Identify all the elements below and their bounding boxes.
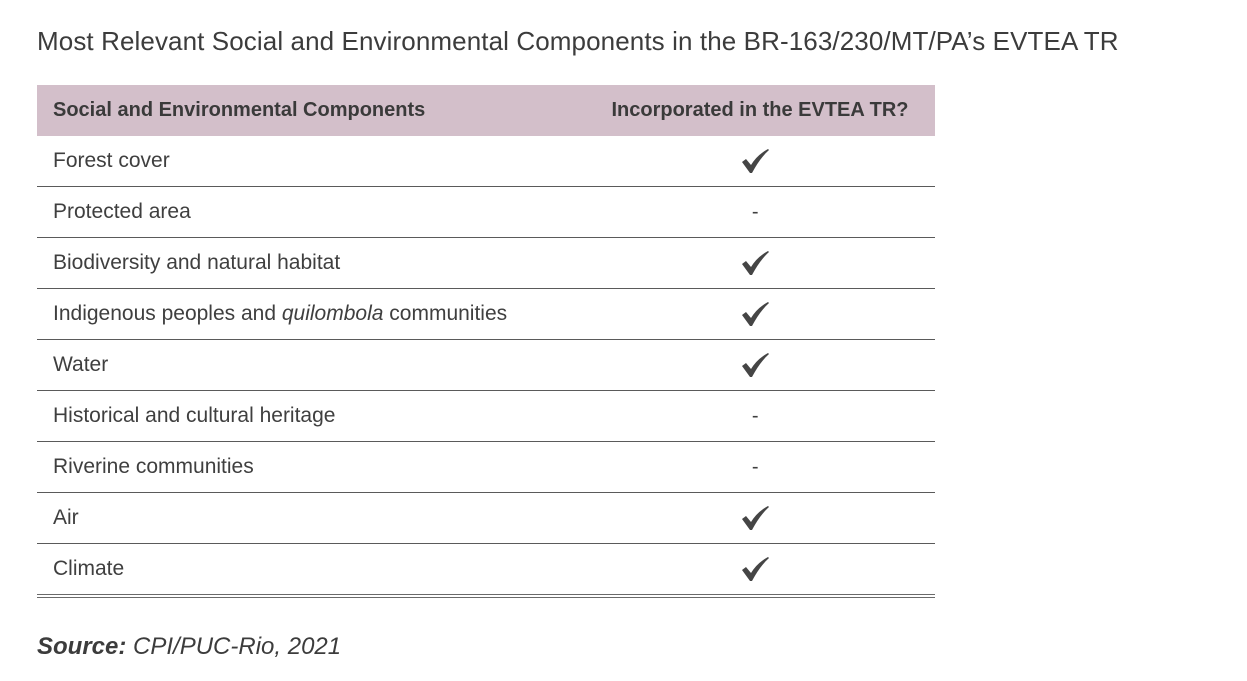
component-cell: Riverine communities xyxy=(37,455,576,479)
header-incorporated: Incorporated in the EVTEA TR? xyxy=(611,99,909,121)
components-table: Social and Environmental Components Inco… xyxy=(37,85,935,598)
table-row: Biodiversity and natural habitat xyxy=(37,238,935,289)
component-cell: Climate xyxy=(37,557,576,581)
component-label-suffix: communities xyxy=(383,302,508,325)
component-label: Historical and cultural heritage xyxy=(53,404,336,427)
incorporated-cell: - xyxy=(576,455,935,479)
source-note: Source: CPI/PUC-Rio, 2021 xyxy=(37,633,341,661)
component-cell: Biodiversity and natural habitat xyxy=(37,251,576,275)
table-row: Water xyxy=(37,340,935,391)
component-cell: Protected area xyxy=(37,200,576,224)
table-row: Historical and cultural heritage - xyxy=(37,391,935,442)
incorporated-cell: - xyxy=(576,200,935,224)
check-icon xyxy=(742,506,770,530)
table-row: Forest cover xyxy=(37,136,935,187)
check-icon xyxy=(742,353,770,377)
component-label: Riverine communities xyxy=(53,455,254,478)
incorporated-cell xyxy=(576,505,935,531)
header-components: Social and Environmental Components xyxy=(53,99,426,121)
component-cell: Forest cover xyxy=(37,149,576,173)
source-text: CPI/PUC-Rio, 2021 xyxy=(126,633,342,660)
component-label: Climate xyxy=(53,557,125,580)
component-label: Indigenous peoples and xyxy=(53,302,282,325)
table-row: Riverine communities - xyxy=(37,442,935,493)
incorporated-cell xyxy=(576,301,935,327)
component-cell: Indigenous peoples and quilombola commun… xyxy=(37,302,576,326)
table-row: Climate xyxy=(37,544,935,598)
component-cell: Historical and cultural heritage xyxy=(37,404,576,428)
table-row: Protected area - xyxy=(37,187,935,238)
component-label-emphasis: quilombola xyxy=(281,302,384,325)
incorporated-cell xyxy=(576,556,935,582)
table-row: Air xyxy=(37,493,935,544)
component-cell: Air xyxy=(37,506,576,530)
dash-mark: - xyxy=(751,405,759,427)
incorporated-cell xyxy=(576,250,935,276)
incorporated-cell xyxy=(576,148,935,174)
component-label: Air xyxy=(53,506,79,529)
dash-mark: - xyxy=(751,456,759,478)
check-icon xyxy=(742,302,770,326)
incorporated-cell xyxy=(576,352,935,378)
check-icon xyxy=(742,149,770,173)
check-icon xyxy=(742,557,770,581)
dash-mark: - xyxy=(751,201,759,223)
component-cell: Water xyxy=(37,353,576,377)
table-title: Most Relevant Social and Environmental C… xyxy=(37,26,1119,56)
table-row: Indigenous peoples and quilombola commun… xyxy=(37,289,935,340)
table-header: Social and Environmental Components Inco… xyxy=(37,85,935,136)
table-body: Forest cover Protected area - Biodiversity … xyxy=(37,136,935,598)
incorporated-cell: - xyxy=(576,404,935,428)
component-label: Forest cover xyxy=(53,149,170,172)
check-icon xyxy=(742,251,770,275)
source-label: Source: xyxy=(37,633,127,660)
component-label: Protected area xyxy=(53,200,191,223)
component-label: Biodiversity and natural habitat xyxy=(53,251,341,274)
component-label: Water xyxy=(53,353,109,376)
